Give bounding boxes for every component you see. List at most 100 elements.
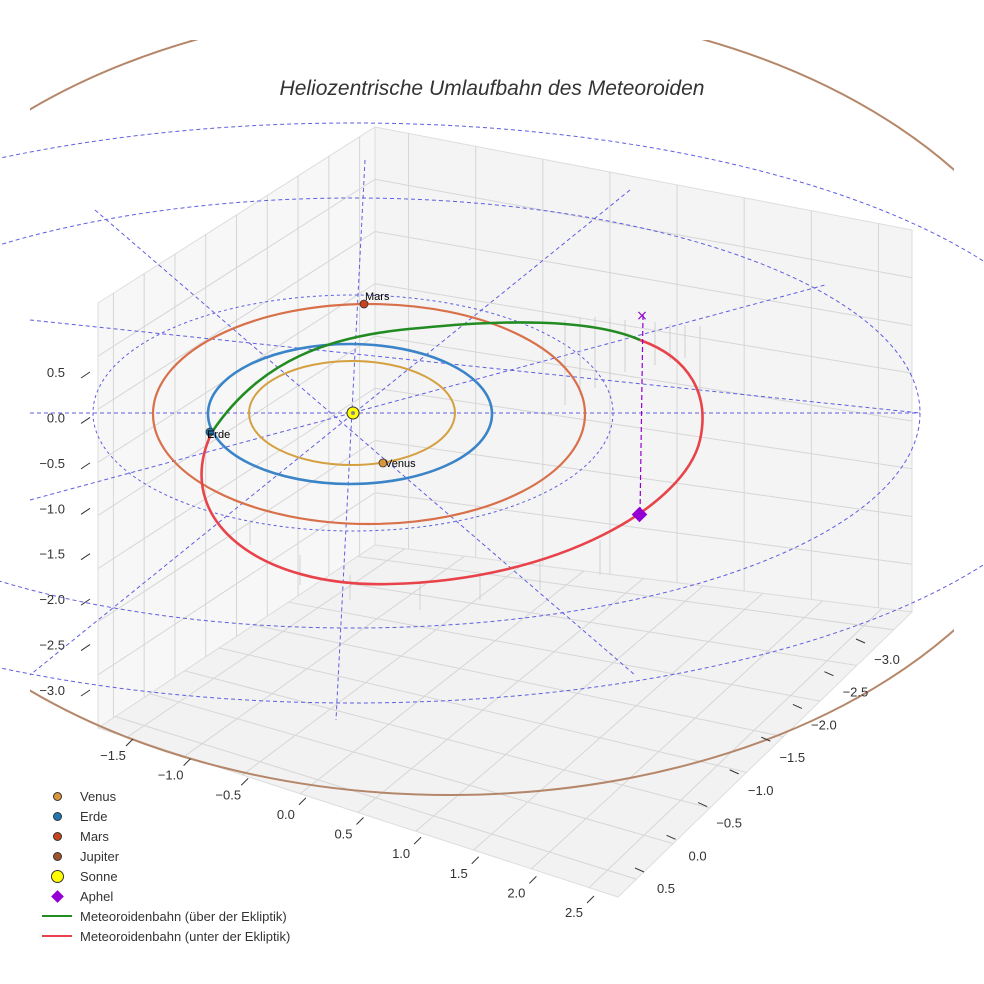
- grid-line-x-floor: [184, 555, 465, 757]
- grid-line-z-back: [374, 387, 913, 470]
- chart-title: Heliozentrische Umlaufbahn des Meteoroid…: [280, 77, 705, 100]
- tick-label-z: −2.0: [39, 592, 65, 607]
- legend-symbol: [40, 866, 74, 886]
- grid-line-x-floor: [242, 563, 525, 776]
- tick-label-y: −2.5: [843, 685, 869, 700]
- tick-label-x: 2.0: [507, 885, 525, 900]
- tick-label-z: −1.0: [39, 501, 65, 516]
- tick-label-z: −2.5: [39, 638, 65, 653]
- label-mars: Mars: [365, 291, 390, 303]
- tick-mark-z: [80, 371, 91, 379]
- legend-item: Sonne: [40, 866, 290, 886]
- grid-line-z-back: [374, 440, 913, 517]
- grid-line-y-floor: [219, 647, 747, 773]
- pane-floor: [96, 544, 914, 898]
- orbit-jupiter: [30, 40, 954, 796]
- legend-item: Erde: [40, 806, 290, 826]
- tick-mark-y: [824, 671, 834, 677]
- grid-line-y-floor: [149, 693, 674, 845]
- grid-line-z-back: [374, 492, 913, 565]
- tick-label-y: −1.0: [748, 783, 774, 798]
- tick-mark-z: [80, 507, 91, 515]
- grid-line-x-floor: [530, 600, 823, 870]
- legend-symbol: [40, 846, 74, 866]
- axis-gridlines: [97, 133, 913, 888]
- legend-item: Meteoroidenbahn (über der Ekliptik): [40, 906, 290, 926]
- tick-label-z: 0.0: [47, 410, 65, 425]
- legend: Venus Erde Mars Jupiter Sonne Aphel Meteoroide…: [40, 786, 290, 946]
- grid-line-y-floor: [184, 670, 711, 809]
- legend-item: Venus: [40, 786, 290, 806]
- tick-mark-x: [586, 895, 595, 904]
- tick-mark-z: [80, 553, 91, 561]
- tick-mark-x: [183, 758, 191, 766]
- tick-mark-z: [80, 462, 91, 470]
- tick-mark-z: [80, 417, 91, 424]
- aphel-projection-line: [639, 314, 644, 516]
- tick-mark-y: [697, 802, 708, 808]
- legend-item: Mars: [40, 826, 290, 846]
- meteoroid-orbit-below: [200, 338, 704, 586]
- axis-ticks: 0.5 0.0 −0.5 −1.0 −1.5 −2.0 −2.5 −3.0 −1.5 −1.0 −0…: [39, 365, 900, 920]
- tick-label-x: −1.0: [158, 768, 184, 783]
- tick-label-x: −1.5: [100, 748, 126, 763]
- legend-label: Jupiter: [80, 848, 120, 864]
- meteoroid-droplines: [249, 317, 701, 610]
- legend-label: Sonne: [80, 868, 118, 884]
- tick-mark-x: [298, 797, 307, 806]
- tick-label-z: −3.0: [39, 683, 65, 698]
- legend-item: Meteoroidenbahn (unter der Ekliptik): [40, 926, 290, 946]
- tick-label-x: 1.5: [450, 866, 468, 881]
- orbit-mars: [151, 302, 587, 526]
- tick-mark-y: [634, 867, 645, 873]
- legend-label: Meteoroidenbahn (unter der Ekliptik): [80, 928, 291, 944]
- orbit-venus: [248, 360, 456, 466]
- grid-line-y-floor: [253, 624, 784, 738]
- grid-line-x-floor: [415, 585, 704, 832]
- tick-label-z: 0.5: [47, 365, 65, 380]
- planet-venus: [378, 458, 388, 468]
- grid-line-z-back: [374, 283, 913, 374]
- planet-mars: [359, 299, 369, 309]
- tick-mark-y: [792, 703, 803, 709]
- legend-symbol: [40, 806, 74, 826]
- tick-label-y: −3.0: [874, 652, 900, 667]
- meteoroid-orbit-above: [210, 321, 641, 433]
- grid-line-x-floor: [126, 548, 406, 738]
- tick-mark-z: [80, 644, 91, 651]
- tick-label-y: 0.5: [657, 881, 675, 896]
- tick-label-x: 0.5: [334, 827, 352, 842]
- tick-mark-y: [855, 638, 866, 644]
- legend-item: Jupiter: [40, 846, 290, 866]
- grid-line-x-floor: [357, 578, 644, 813]
- legend-label: Aphel: [80, 888, 114, 904]
- legend-item: Aphel: [40, 886, 290, 906]
- orbit-erde: [206, 342, 494, 486]
- tick-label-z: −0.5: [39, 456, 65, 471]
- label-venus: Venus: [385, 458, 416, 470]
- tick-mark-x: [356, 817, 364, 825]
- tick-mark-y: [729, 769, 739, 775]
- tick-label-x: 0.0: [277, 807, 295, 822]
- legend-label: Venus: [80, 788, 117, 804]
- tick-label-x: 2.5: [565, 905, 583, 920]
- tick-mark-z: [80, 689, 91, 697]
- legend-symbol: [40, 826, 74, 846]
- tick-mark-x: [529, 876, 537, 884]
- tick-mark-x: [240, 777, 249, 786]
- grid-line-x-floor: [299, 570, 585, 795]
- grid-line-y-floor: [288, 601, 821, 702]
- grid-line-y-floor: [357, 555, 894, 631]
- legend-symbol: [40, 906, 74, 926]
- tick-mark-x: [125, 738, 134, 747]
- tick-label-z: −1.5: [39, 547, 65, 562]
- tick-label-y: −0.5: [716, 816, 742, 831]
- tick-mark-z: [80, 598, 91, 606]
- planet-erde: [205, 427, 215, 437]
- legend-symbol: [40, 886, 74, 906]
- tick-label-y: −2.0: [811, 717, 837, 732]
- tick-mark-y: [761, 736, 771, 742]
- grid-line-y-floor: [322, 578, 857, 666]
- pane-back: [374, 126, 913, 613]
